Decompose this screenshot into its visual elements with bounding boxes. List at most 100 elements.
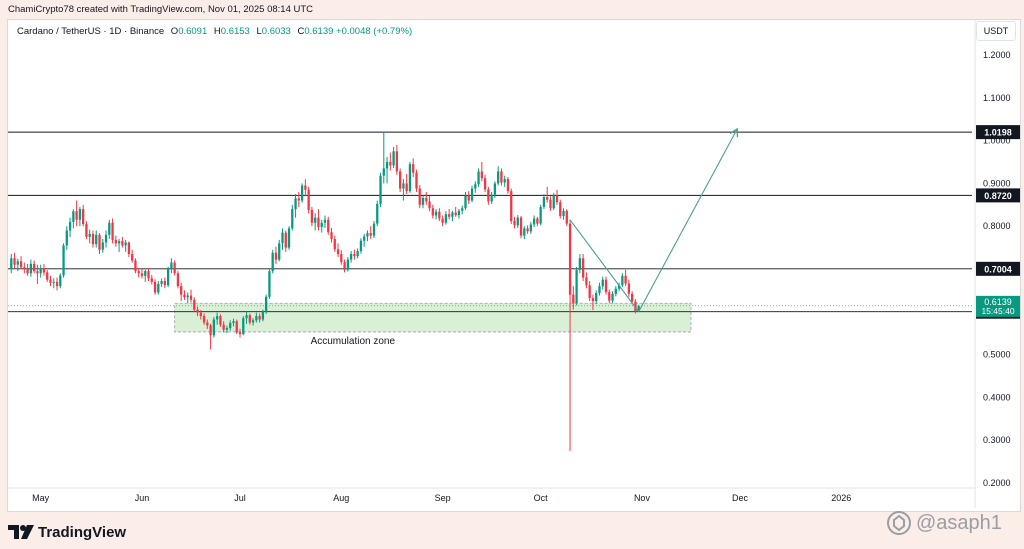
x-tick-label: 2026 xyxy=(831,493,851,503)
candle-body xyxy=(238,332,242,335)
candle-body xyxy=(101,242,104,250)
candle-body xyxy=(608,292,611,301)
candle-body xyxy=(451,212,454,217)
candle-body xyxy=(134,260,137,272)
candle-body xyxy=(180,286,183,295)
candle-body xyxy=(189,295,193,300)
candle-body xyxy=(297,198,300,201)
candle-body xyxy=(415,172,418,189)
candle-body xyxy=(117,241,121,244)
low-label: L xyxy=(256,26,262,37)
candle-body xyxy=(52,281,55,283)
candle-body xyxy=(572,294,575,304)
candle-body xyxy=(173,262,176,274)
candle-body xyxy=(16,261,19,265)
candle-body xyxy=(265,296,268,312)
candle-body xyxy=(144,271,147,276)
candle-body xyxy=(124,242,127,246)
x-tick-label: Nov xyxy=(634,493,651,503)
accumulation-zone xyxy=(174,302,692,333)
candle-body xyxy=(369,233,372,236)
candle-body xyxy=(85,224,88,237)
candle-body xyxy=(206,322,209,326)
candle-body xyxy=(26,269,29,274)
candle-body xyxy=(193,299,196,310)
candle-body xyxy=(595,292,598,302)
open-value: 0.6091 xyxy=(178,26,208,37)
candle-body xyxy=(578,258,582,270)
chart-frame[interactable] xyxy=(7,19,1021,512)
candle-body xyxy=(232,321,235,323)
candle-body xyxy=(62,245,65,276)
candle-body xyxy=(10,258,13,269)
candle-body xyxy=(36,271,39,274)
candle-body xyxy=(598,286,601,293)
level-label-bg xyxy=(976,125,1020,140)
candle-body xyxy=(506,179,510,192)
candle-body xyxy=(343,262,346,270)
candle-body xyxy=(235,321,238,333)
candle-body xyxy=(251,320,255,323)
candle-body xyxy=(516,217,519,226)
candle-body xyxy=(209,325,212,336)
candle-body xyxy=(104,234,108,243)
candle-body xyxy=(160,280,163,284)
candle-body xyxy=(291,209,294,229)
candle-body xyxy=(441,218,444,223)
candle-body xyxy=(611,293,614,301)
candle-body xyxy=(425,197,428,202)
accumulation-zone-label: Accumulation zone xyxy=(311,336,396,347)
candle-body xyxy=(91,233,95,245)
y-tick-label: 0.4000 xyxy=(983,392,1011,402)
candle-body xyxy=(529,224,532,232)
candle-body xyxy=(111,222,114,240)
candle-body xyxy=(248,315,251,323)
candle-body xyxy=(95,234,98,245)
tradingview-brand[interactable]: TradingView xyxy=(8,521,126,543)
candle-body xyxy=(314,217,317,223)
candle-body xyxy=(454,212,457,216)
y-tick-label: 0.9000 xyxy=(983,178,1011,188)
level-label-bg xyxy=(976,261,1020,276)
candle-body xyxy=(349,254,353,260)
candle-body xyxy=(183,294,186,298)
candle-body xyxy=(300,185,304,201)
candle-body xyxy=(320,222,323,228)
candle-body xyxy=(108,222,111,235)
candle-body xyxy=(418,188,421,205)
candle-body xyxy=(170,262,173,269)
candle-body xyxy=(65,230,68,246)
candle-body xyxy=(464,195,467,209)
x-tick-label: Aug xyxy=(333,493,349,503)
candle-body xyxy=(49,279,52,283)
high-value: 0.6153 xyxy=(220,26,250,37)
candle-body xyxy=(438,211,441,219)
candle-body xyxy=(552,195,555,209)
candle-body xyxy=(565,210,568,224)
candle-body xyxy=(13,258,16,265)
candle-body xyxy=(274,252,278,260)
candle-body xyxy=(258,316,261,320)
candle-body xyxy=(255,316,258,321)
candle-body xyxy=(356,251,359,257)
candle-body xyxy=(212,319,216,336)
candle-body xyxy=(408,164,412,192)
candle-body xyxy=(46,272,49,280)
candle-body xyxy=(483,178,487,190)
social-logo-icon xyxy=(887,511,911,535)
currency-button[interactable]: USDT xyxy=(976,21,1016,41)
candle-body xyxy=(215,316,219,320)
candle-body xyxy=(549,199,552,209)
current-price-label: 0.6139 xyxy=(984,297,1012,307)
candle-body xyxy=(461,208,464,211)
tradingview-brand-name: TradingView xyxy=(38,523,127,541)
candle-body xyxy=(532,218,536,225)
y-tick-label: 1.0000 xyxy=(983,136,1011,146)
candle-body xyxy=(398,171,402,189)
candle-body xyxy=(82,209,85,225)
candle-body xyxy=(307,189,310,210)
current-price-label-bg xyxy=(976,295,1020,317)
candle-body xyxy=(421,197,425,205)
candle-body xyxy=(323,219,327,223)
